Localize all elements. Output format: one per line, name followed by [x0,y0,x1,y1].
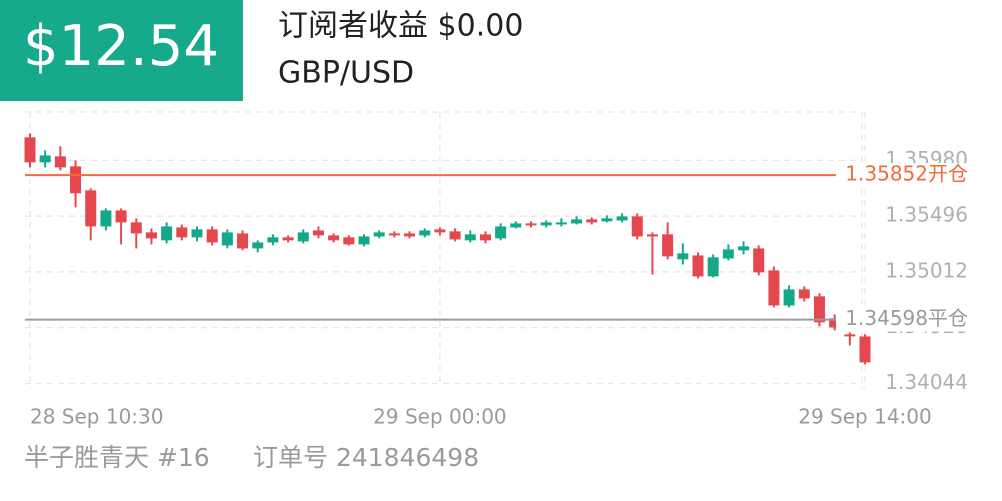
candle-body [176,227,188,238]
candle-body [677,253,689,260]
candle-body [464,234,476,241]
candle-body [373,232,385,237]
candle-body [100,210,112,227]
candle-body [646,234,658,237]
reference-label-bg [836,307,972,332]
candle-body [510,223,522,228]
candle-body [130,222,142,234]
profit: $12.54 [23,14,219,79]
candle-body [844,334,856,337]
x-tick-label: 28 Sep 10:30 [30,405,164,429]
symbol: GBP/USD [278,56,414,91]
candle-body [768,270,780,306]
candle-body [495,226,507,239]
candle-body [328,235,340,241]
x-tick-label: 29 Sep 14:00 [798,405,932,429]
candle-body [282,237,294,241]
candle-body [586,219,598,223]
candle-body [753,248,765,273]
candle-body [479,234,491,241]
candle-body [419,230,431,236]
candle-body [145,232,157,239]
candle-body [404,233,416,237]
subscriber-profit: 订阅者收益 $0.00 [278,9,523,44]
profit-badge [0,0,243,101]
candle-body [631,216,643,237]
candle-body [540,222,552,226]
candle-body [722,249,734,259]
candle-body [161,226,173,241]
candle-body [252,242,264,249]
candle-body [571,219,583,224]
candle-body [783,289,795,306]
candle-body [191,229,203,238]
candle-body [54,156,66,168]
x-tick-label: 29 Sep 00:00 [373,405,507,429]
reference-label-bg [836,163,972,188]
reference-label: 1.35852开仓 [845,162,968,186]
candle-body [85,190,97,227]
candle-body [39,155,51,163]
candle-body [829,318,841,328]
candle-body [707,257,719,277]
candle-body [616,216,628,221]
candle-body [555,222,567,225]
candle-body [859,336,871,363]
candle-body [237,233,249,249]
candle-body [601,218,613,222]
candle-body [388,233,400,236]
order-number: 订单号 241846498 [253,443,479,472]
candle-body [343,237,355,245]
candle-body [662,234,674,257]
candle-body [449,231,461,240]
trader-name: 半子胜青天 #16 [24,443,210,472]
candle-body [221,232,233,246]
y-tick-label: 1.35496 [885,203,968,227]
candle-body [738,246,750,251]
reference-label: 1.34598平仓 [845,306,968,330]
candle-body [692,255,704,277]
candle-body [267,237,279,243]
candle-body [434,229,446,233]
candle-body [297,232,309,242]
candle-body [813,296,825,323]
candle-body [115,210,127,223]
y-tick-label: 1.35012 [885,258,968,282]
candle-body [798,289,810,299]
candle-body [525,223,537,226]
candle-body [70,166,82,194]
candle-body [312,230,324,236]
y-tick-label: 1.34044 [885,370,968,394]
candle-body [206,229,218,243]
candle-body [358,236,370,245]
candle-body [24,137,36,163]
